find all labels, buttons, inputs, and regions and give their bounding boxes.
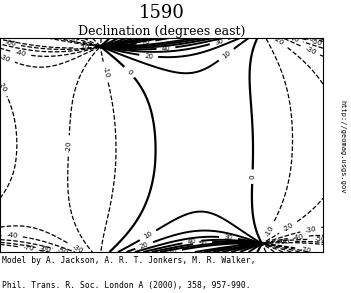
Text: -70: -70 [22,245,35,252]
Text: -40: -40 [6,232,18,239]
Text: -40: -40 [292,234,304,241]
Text: -10: -10 [264,224,274,237]
Text: 70: 70 [141,38,151,46]
Text: 10: 10 [221,50,232,60]
Text: 50: 50 [101,44,111,50]
Text: Declination (degrees east): Declination (degrees east) [78,25,245,38]
Text: -30: -30 [304,45,317,56]
Text: -50: -50 [57,247,69,255]
Text: 20: 20 [139,241,150,250]
Text: -20: -20 [66,140,72,152]
Text: -50: -50 [66,35,79,44]
Text: -70: -70 [300,246,312,254]
Text: -40: -40 [287,34,300,43]
Text: 0: 0 [126,68,133,76]
Text: 0: 0 [249,174,256,179]
Text: -20: -20 [282,222,295,233]
Text: 70: 70 [167,248,177,255]
Text: 30: 30 [214,38,224,46]
Text: 30: 30 [224,234,233,241]
Text: Model by A. Jackson, A. R. T. Jonkers, M. R. Walker,: Model by A. Jackson, A. R. T. Jonkers, M… [2,256,255,265]
Text: http://geomag.usgs.gov: http://geomag.usgs.gov [339,100,345,193]
Text: 60: 60 [118,41,128,48]
Text: -60: -60 [40,246,52,254]
Text: -30: -30 [72,243,85,254]
Text: -50: -50 [314,236,326,243]
Text: 40: 40 [161,45,171,52]
Text: -30: -30 [0,53,11,63]
Text: 60: 60 [237,242,246,249]
Text: -60: -60 [302,34,314,42]
Text: 50: 50 [198,240,207,246]
Text: -60: -60 [278,239,290,245]
Text: Phil. Trans. R. Soc. London A (2000), 358, 957-990.: Phil. Trans. R. Soc. London A (2000), 35… [2,281,250,290]
Text: -20: -20 [0,80,7,93]
Text: 10: 10 [143,230,153,240]
Text: 1590: 1590 [139,4,184,22]
Text: -20: -20 [272,35,285,47]
Text: -60: -60 [4,40,16,47]
Text: -10: -10 [101,66,110,78]
Text: -40: -40 [14,50,27,58]
Text: -70: -70 [78,44,90,51]
Text: -50: -50 [310,38,323,47]
Text: 40: 40 [187,238,197,246]
Text: -30: -30 [305,225,317,234]
Text: 20: 20 [144,52,153,59]
